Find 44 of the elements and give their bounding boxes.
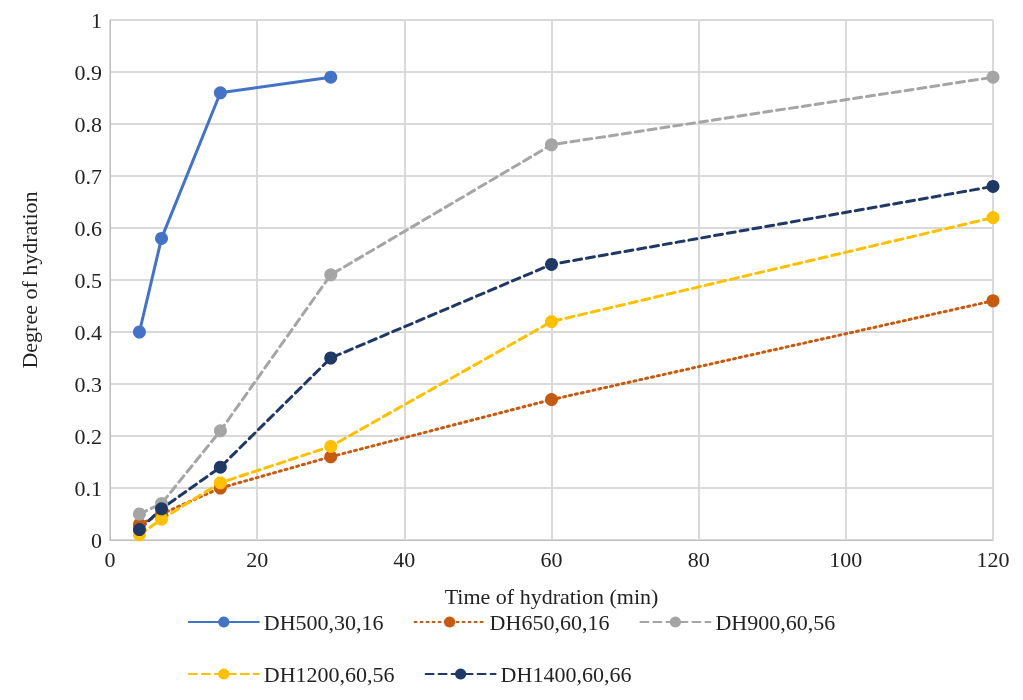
point	[986, 294, 1000, 308]
legend-label: DH650,60,16	[489, 609, 610, 635]
x-tick-label: 80	[687, 546, 710, 572]
point	[213, 476, 227, 490]
y-tick-label: 0.6	[74, 215, 102, 241]
point	[213, 424, 227, 438]
y-tick-label: 0.1	[74, 475, 102, 501]
y-tick-label: 0	[91, 527, 102, 553]
y-tick-label: 0.2	[74, 423, 102, 449]
y-tick-label: 0.7	[74, 163, 102, 189]
legend-label: DH900,60,56	[715, 609, 836, 635]
point	[132, 325, 146, 339]
point	[545, 315, 558, 329]
point	[324, 268, 338, 282]
y-tick-label: 0.9	[74, 59, 102, 85]
point	[324, 439, 338, 453]
point	[324, 351, 338, 365]
y-axis-title: Degree of hydration	[16, 191, 42, 369]
point	[213, 460, 227, 474]
point	[986, 179, 1000, 193]
legend-label: DH500,30,16	[263, 609, 384, 635]
legend-label: DH1400,60,66	[500, 661, 632, 687]
x-tick-label: 40	[393, 546, 416, 572]
y-tick-label: 1	[91, 7, 102, 33]
point	[545, 138, 558, 152]
legend-label: DH1200,60,56	[263, 661, 395, 687]
point	[545, 393, 558, 407]
y-tick-label: 0.8	[74, 111, 102, 137]
y-tick-label: 0.4	[74, 319, 102, 345]
x-tick-label: 20	[246, 546, 269, 572]
point	[324, 70, 338, 84]
x-tick-label: 100	[829, 546, 863, 572]
point	[545, 257, 558, 271]
point	[986, 70, 1000, 84]
x-axis-title: Time of hydration (min)	[444, 583, 659, 609]
point	[132, 523, 146, 537]
x-tick-label: 120	[976, 546, 1010, 572]
point	[213, 86, 227, 100]
point	[132, 507, 146, 521]
y-tick-label: 0.3	[74, 371, 102, 397]
y-tick-label: 0.5	[74, 267, 102, 293]
point	[986, 211, 1000, 225]
point	[155, 231, 169, 245]
x-tick-label: 60	[540, 546, 563, 572]
